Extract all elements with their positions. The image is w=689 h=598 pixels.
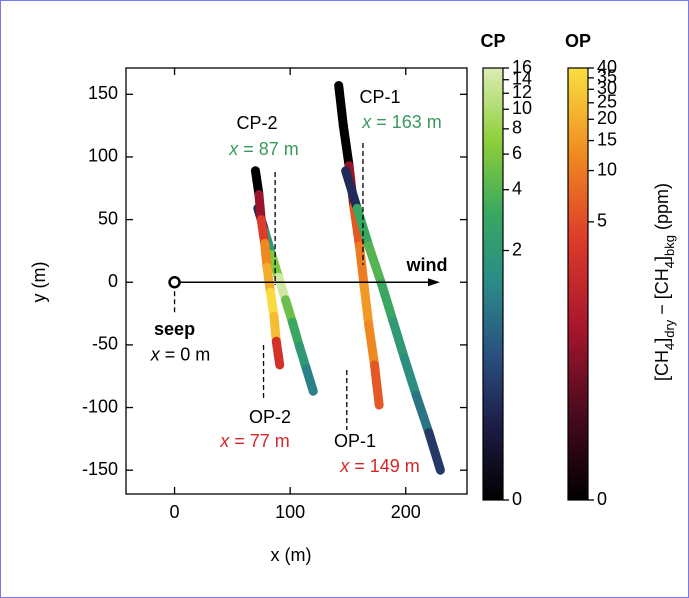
annotation-value: x = 149 m [339, 456, 420, 476]
colorbar-tick-label: 0 [597, 489, 607, 509]
label-subscript: bkg [662, 235, 677, 256]
annotation-text: = 87 m [238, 139, 299, 159]
transect-segment [301, 364, 318, 396]
wind-arrowhead [428, 278, 440, 287]
transect-segment [411, 390, 434, 438]
annotation-variable: x [150, 344, 161, 364]
transect-segment [338, 121, 354, 171]
colorbar-tick-label: 2 [512, 239, 522, 259]
x-tick-label: 0 [170, 502, 180, 522]
colorbar-label: [CH4]dry − [CH4]bkg (ppm) [652, 183, 677, 381]
colorbar-tick-label: 16 [512, 57, 532, 77]
colorbar [482, 67, 504, 501]
label-part: [CH [652, 350, 672, 381]
colorbar-tick-label: 8 [512, 118, 522, 138]
label-part: ] [652, 256, 672, 261]
y-tick-label: 0 [108, 271, 118, 291]
annotation-text: = 0 m [160, 344, 211, 364]
transect-segment [334, 81, 348, 131]
colorbar-tick-label: 10 [597, 159, 617, 179]
seep-label: seep [154, 319, 195, 339]
colorbar-tick-label: 25 [597, 92, 617, 112]
colorbar-tick-label: 40 [597, 57, 617, 77]
annotation-variable: x [339, 456, 350, 476]
y-tick-label: -50 [92, 334, 118, 354]
transect-segment [341, 166, 362, 213]
colorbar-tick-label: 5 [597, 211, 607, 231]
y-tick-label: -150 [82, 459, 118, 479]
annotation-variable: x [361, 112, 372, 132]
colorbar-tick-label: 6 [512, 143, 522, 163]
y-tick-label: 100 [88, 146, 118, 166]
y-tick-label: -100 [82, 396, 118, 416]
x-tick-label: 100 [275, 502, 305, 522]
colorbar-tick-label: 14 [512, 68, 532, 88]
seep-marker [168, 276, 181, 289]
label-part: (ppm) [652, 183, 672, 235]
annotation-label: CP-1 [359, 87, 400, 107]
annotation-text: = 149 m [349, 456, 420, 476]
annotation-text: = 77 m [229, 431, 290, 451]
x-tick-label: 200 [391, 502, 421, 522]
transect-segment [271, 336, 285, 370]
colorbar-tick-label: 0 [512, 489, 522, 509]
colorbar [567, 67, 589, 501]
colorbar-tick-label: 10 [512, 98, 532, 118]
annotation-value: x = 77 m [219, 431, 290, 451]
annotation-variable: x [228, 139, 239, 159]
annotation-value: x = 87 m [228, 139, 299, 159]
annotation-value: x = 0 m [150, 344, 211, 364]
x-axis-label: x (m) [271, 545, 312, 565]
transect-segment [354, 241, 369, 291]
wind-label: wind [406, 255, 448, 275]
colorbar-tick-label: 35 [597, 67, 617, 87]
label-subscript: dry [662, 319, 677, 338]
transect-segment [376, 279, 398, 326]
transect-segment [388, 316, 410, 364]
transect-segment [359, 281, 374, 330]
annotation-label: OP-1 [334, 431, 376, 451]
annotation-text: = 163 m [371, 112, 442, 132]
colorbar-title: OP [565, 31, 591, 51]
plot-frame [125, 67, 468, 495]
colorbar-tick-label: 30 [597, 78, 617, 98]
colorbar-tick-label: 4 [512, 178, 522, 198]
annotation-variable: x [219, 431, 230, 451]
y-tick-label: 50 [98, 208, 118, 228]
label-part: ] [652, 338, 672, 343]
y-tick-label: 150 [88, 83, 118, 103]
colorbar-tick-label: 12 [512, 82, 532, 102]
colorbar-tick-label: 20 [597, 108, 617, 128]
annotation-label: CP-2 [236, 113, 277, 133]
colorbar-tick-label: 15 [597, 129, 617, 149]
transect-segment [370, 360, 384, 410]
y-axis-label: y (m) [29, 262, 49, 303]
transect-segment [364, 241, 386, 289]
transect-segment [400, 354, 421, 400]
label-subscript: 4 [662, 261, 677, 268]
annotation-value: x = 163 m [361, 112, 442, 132]
annotation-label: OP-2 [249, 407, 291, 427]
transect-segment [424, 428, 445, 475]
transect-segment [364, 320, 380, 370]
colorbar-title: CP [480, 31, 505, 51]
label-subscript: 4 [662, 343, 677, 350]
label-part: − [CH [652, 268, 672, 320]
